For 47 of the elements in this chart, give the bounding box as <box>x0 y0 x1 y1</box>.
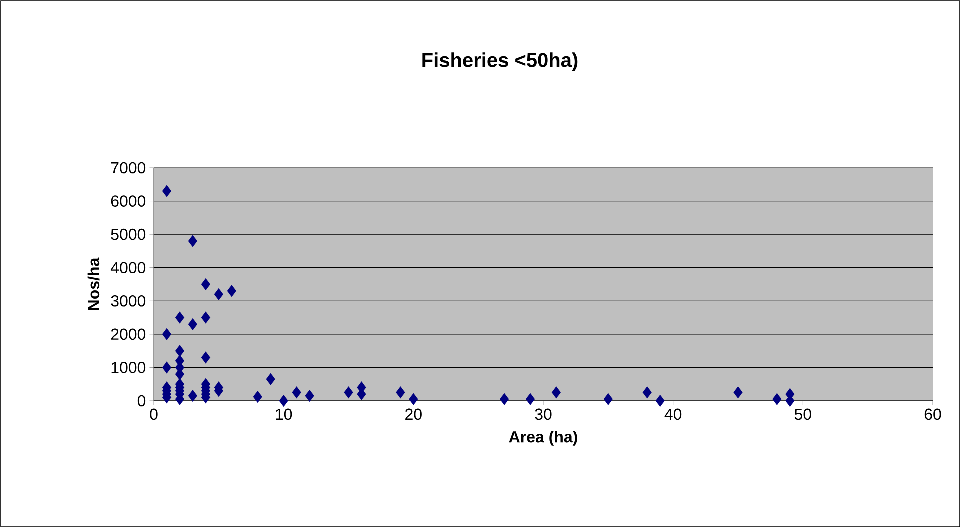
point <box>201 312 210 324</box>
point <box>409 393 418 406</box>
point <box>188 390 198 402</box>
point <box>175 345 185 358</box>
x-tick-label: 40 <box>664 408 682 420</box>
point <box>279 394 288 408</box>
x-tick-label: 10 <box>276 408 292 420</box>
point <box>188 235 198 248</box>
point <box>162 328 172 340</box>
point <box>500 393 510 406</box>
y-tick-label: 5000 <box>111 228 146 240</box>
x-axis-title: Area (ha) <box>509 431 578 446</box>
point <box>552 386 562 399</box>
point <box>162 185 172 198</box>
point <box>642 386 652 399</box>
point <box>214 288 224 301</box>
y-tick-label: 6000 <box>111 196 146 207</box>
point <box>188 318 198 331</box>
y-tick-label: 3000 <box>111 295 146 307</box>
y-tick-label: 4000 <box>110 262 146 274</box>
x-tick-label: 20 <box>406 408 422 420</box>
point <box>656 394 665 408</box>
point <box>526 393 536 406</box>
point <box>292 386 302 399</box>
x-tick-label: 50 <box>794 408 812 420</box>
point <box>227 285 236 298</box>
y-tick-label: 2000 <box>111 328 146 340</box>
chart-title: Fisheries <50ha) <box>422 52 578 72</box>
x-tick-label: 60 <box>924 408 942 420</box>
y-axis-title: Nos/ha <box>88 258 100 310</box>
point <box>604 393 613 406</box>
point <box>772 393 782 406</box>
point <box>396 386 406 399</box>
y-tick-label: 0 <box>138 395 146 407</box>
point <box>175 312 185 324</box>
point <box>253 390 262 404</box>
point <box>344 386 354 399</box>
x-tick-label: 30 <box>535 408 552 420</box>
point <box>266 373 276 386</box>
point <box>201 278 210 291</box>
point <box>734 386 743 399</box>
x-tick-label: 0 <box>150 408 158 420</box>
point <box>305 390 314 402</box>
y-tick-label: 1000 <box>112 362 146 374</box>
point <box>201 352 210 364</box>
y-tick-label: 7000 <box>111 162 146 174</box>
point <box>162 362 172 374</box>
